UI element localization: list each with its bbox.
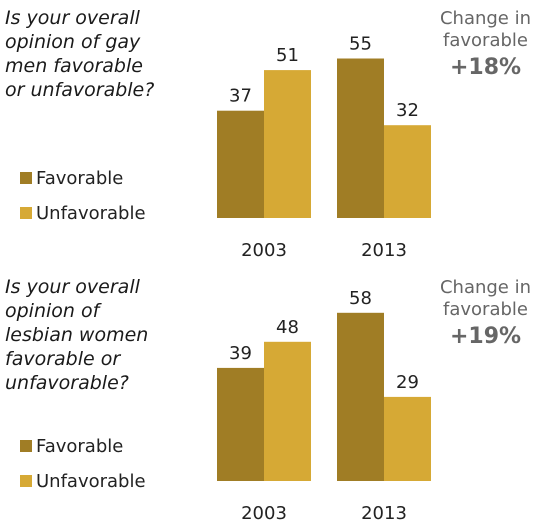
legend-item-favorable: Favorable xyxy=(20,168,123,190)
change-label: Change in favorable xyxy=(439,277,532,320)
bar-favorable-2013 xyxy=(337,312,384,481)
x-tick-label-2003: 2003 xyxy=(241,503,287,524)
legend-swatch-favorable xyxy=(20,440,32,452)
x-tick-label-2013: 2013 xyxy=(361,503,407,524)
data-label-unfavorable-2013: 32 xyxy=(396,100,419,121)
bar-favorable-2013 xyxy=(337,58,384,218)
data-label-favorable-2003: 39 xyxy=(229,343,252,364)
change-label: Change in favorable xyxy=(439,8,532,51)
question-text: Is your overall opinion of lesbian women… xyxy=(5,276,149,394)
legend-label-unfavorable: Unfavorable xyxy=(36,471,146,492)
bar-unfavorable-2013 xyxy=(384,396,431,481)
bar-favorable-2003 xyxy=(217,367,264,481)
legend-item-favorable: Favorable xyxy=(20,436,123,458)
legend-label-favorable: Favorable xyxy=(36,436,124,457)
bar-favorable-2003 xyxy=(217,110,264,218)
bar-plot: 37 51 2003 55 32 2013 xyxy=(200,0,440,261)
legend-label-unfavorable: Unfavorable xyxy=(36,203,146,224)
data-label-unfavorable-2003: 48 xyxy=(276,317,299,338)
legend-label-favorable: Favorable xyxy=(36,168,124,189)
legend-item-unfavorable: Unfavorable xyxy=(20,203,146,225)
data-label-favorable-2003: 37 xyxy=(229,86,252,107)
change-value: +18% xyxy=(449,55,522,80)
change-in-favorable: Change in favorable +19% xyxy=(420,277,551,351)
question-text: Is your overall opinion of gay men favor… xyxy=(5,7,155,101)
x-tick-label-2003: 2003 xyxy=(241,240,287,261)
x-tick-label-2013: 2013 xyxy=(361,240,407,261)
bar-unfavorable-2013 xyxy=(384,125,431,218)
change-in-favorable: Change in favorable +18% xyxy=(420,8,551,82)
bar-plot: 39 48 2003 58 29 2013 xyxy=(200,263,440,524)
chart-panel-gay-men: Is your overall opinion of gay men favor… xyxy=(5,0,551,261)
change-value: +19% xyxy=(449,324,522,349)
bar-unfavorable-2003 xyxy=(264,341,311,481)
chart-panel-lesbian-women: Is your overall opinion of lesbian women… xyxy=(0,263,551,526)
bar-chart-svg: 37 51 2003 55 32 2013 xyxy=(217,34,431,261)
bar-unfavorable-2003 xyxy=(264,70,311,218)
legend-item-unfavorable: Unfavorable xyxy=(20,471,146,493)
legend-swatch-unfavorable xyxy=(20,207,32,219)
legend-swatch-favorable xyxy=(20,172,32,184)
data-label-favorable-2013: 58 xyxy=(349,288,372,309)
legend-swatch-unfavorable xyxy=(20,475,32,487)
data-label-favorable-2013: 55 xyxy=(349,34,372,55)
data-label-unfavorable-2013: 29 xyxy=(396,372,419,393)
data-label-unfavorable-2003: 51 xyxy=(276,45,299,66)
